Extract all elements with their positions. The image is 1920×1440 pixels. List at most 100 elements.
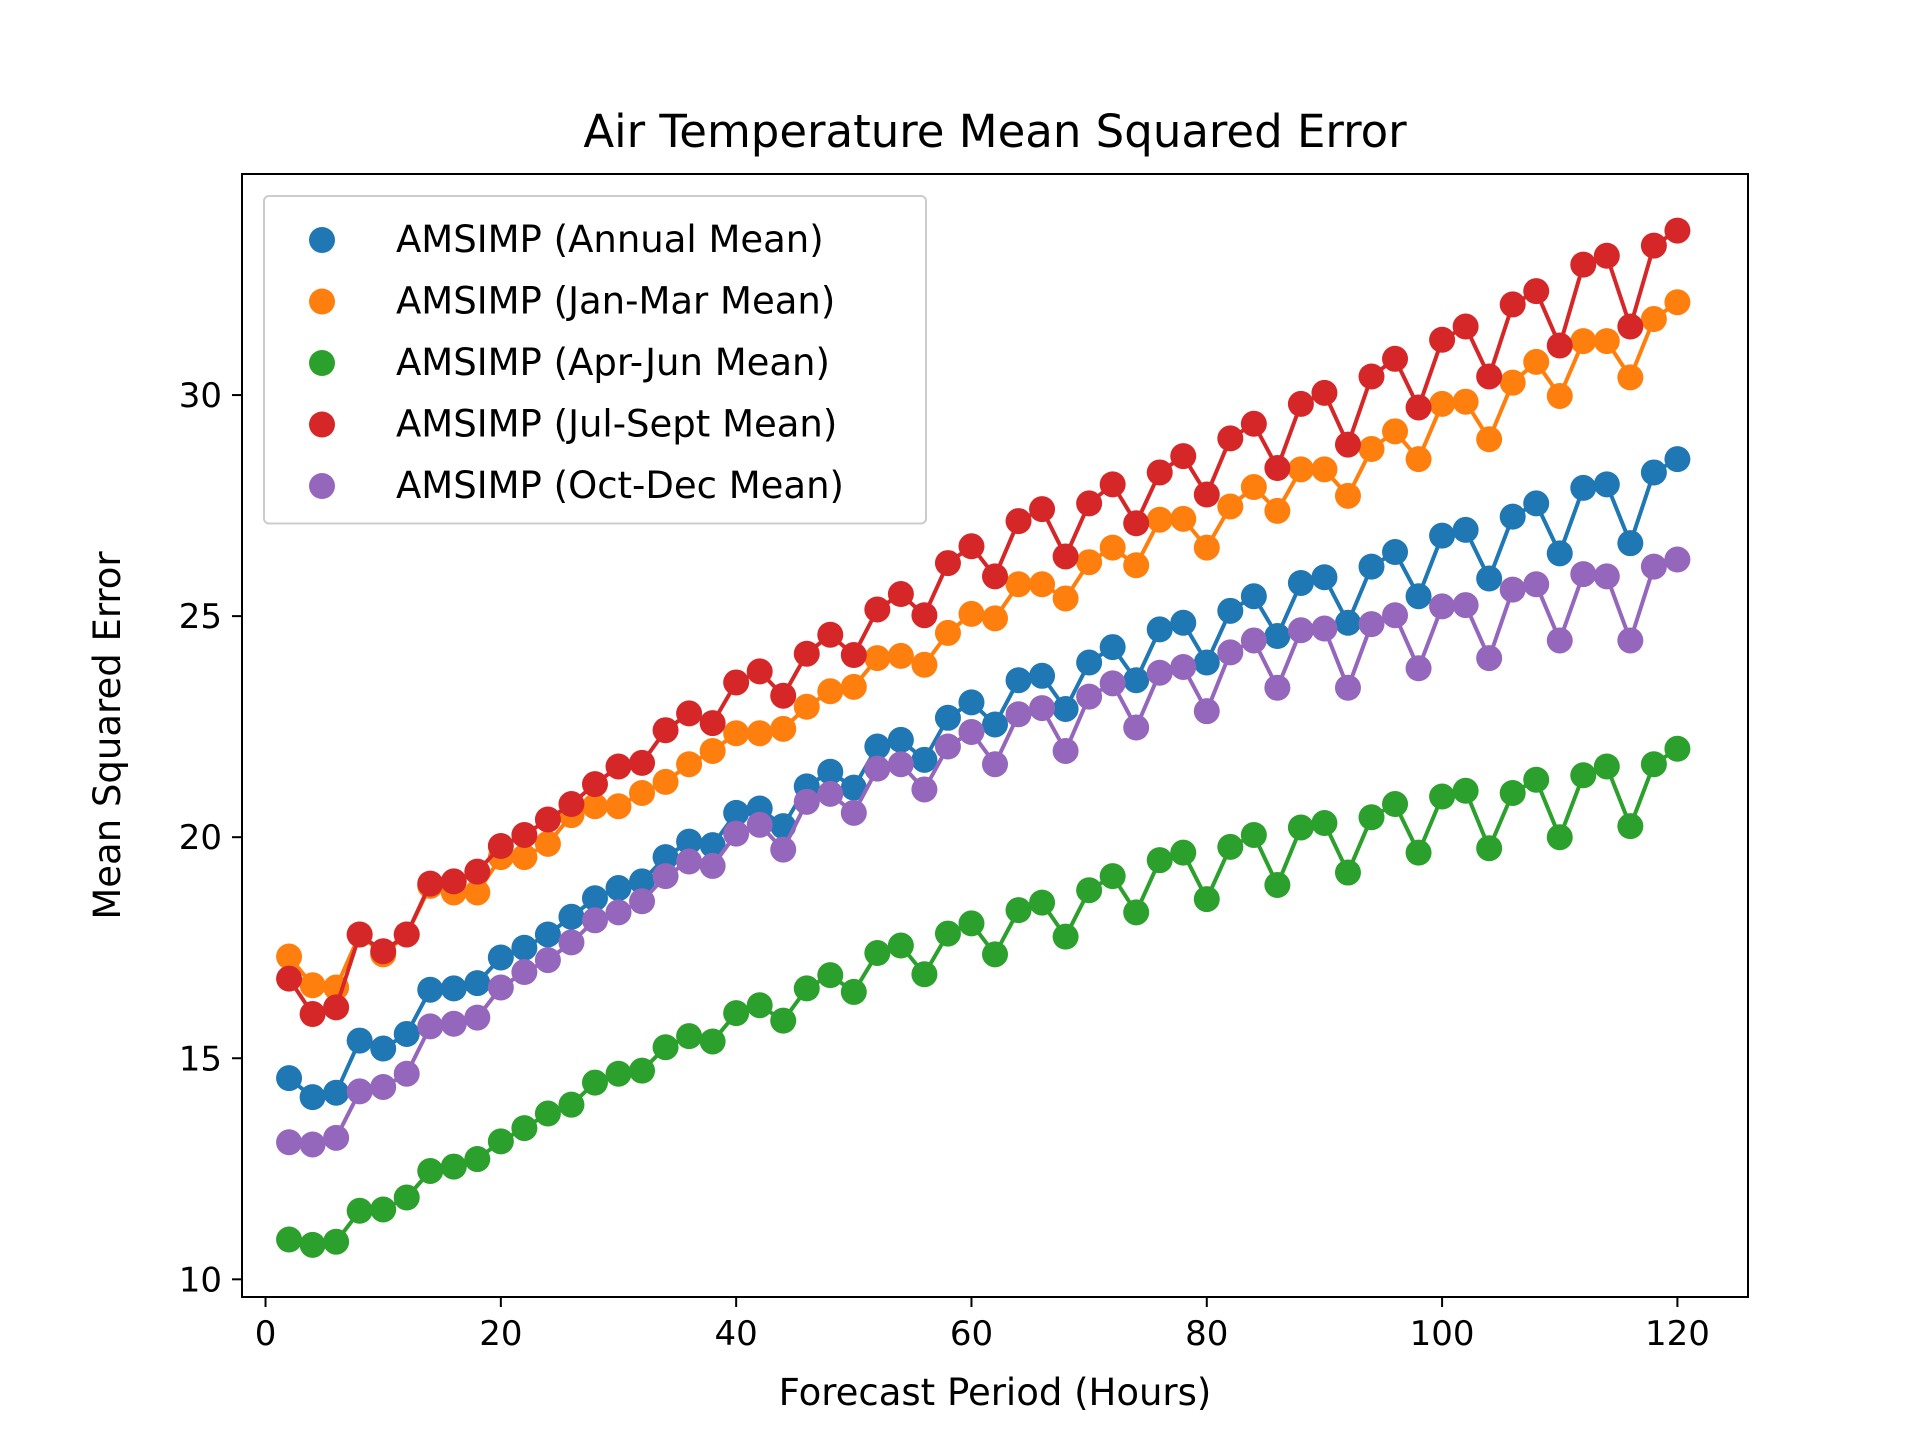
data-point	[1334, 609, 1361, 636]
data-point	[840, 978, 867, 1005]
data-point	[911, 651, 938, 678]
data-point	[770, 1007, 797, 1034]
data-point	[1193, 886, 1220, 913]
data-point	[1664, 546, 1691, 573]
data-point	[817, 962, 844, 989]
x-tick-label: 0	[255, 1314, 277, 1354]
data-point	[676, 828, 703, 855]
data-point	[1264, 497, 1291, 524]
data-point	[1546, 824, 1573, 851]
plot-frame	[241, 173, 1749, 1298]
data-point	[511, 934, 538, 961]
data-point	[1076, 649, 1103, 676]
data-point	[1640, 459, 1667, 486]
data-point	[1146, 847, 1173, 874]
data-point	[1452, 592, 1479, 619]
legend-marker	[309, 411, 335, 438]
y-tick-label: 30	[179, 376, 222, 416]
data-point	[1452, 388, 1479, 415]
data-point	[982, 941, 1008, 968]
data-point	[911, 602, 938, 629]
data-point	[1123, 667, 1150, 694]
data-point	[511, 844, 538, 871]
data-point	[534, 947, 561, 974]
data-point	[1476, 835, 1503, 862]
data-point	[440, 1153, 467, 1180]
data-point	[1523, 278, 1550, 305]
data-point	[1664, 735, 1691, 762]
data-point	[629, 749, 656, 776]
data-point	[581, 793, 608, 820]
data-point	[1076, 549, 1103, 576]
data-point	[793, 788, 820, 815]
data-point	[1593, 471, 1620, 498]
data-point	[982, 751, 1008, 778]
series-5	[276, 546, 1691, 1158]
data-point	[1499, 779, 1526, 806]
data-point	[276, 943, 303, 970]
data-point	[840, 774, 867, 801]
legend-marker	[309, 227, 335, 253]
data-point	[1005, 667, 1032, 694]
data-point	[817, 621, 844, 648]
data-point	[1617, 813, 1644, 840]
data-point	[629, 868, 656, 895]
data-point	[323, 1079, 350, 1106]
data-point	[299, 972, 326, 999]
data-point	[746, 992, 773, 1019]
y-axis-title: Mean Squared Error	[86, 551, 129, 920]
data-point	[1217, 597, 1244, 624]
data-point	[464, 858, 491, 885]
data-point	[511, 1115, 538, 1142]
data-point	[1029, 571, 1056, 598]
data-point	[793, 975, 820, 1002]
data-point	[487, 833, 514, 860]
data-point	[417, 1013, 444, 1040]
data-point	[1382, 418, 1409, 445]
data-point	[1123, 510, 1150, 537]
data-point	[958, 689, 985, 716]
data-point	[534, 806, 561, 833]
data-point	[864, 755, 891, 782]
data-point	[1240, 410, 1267, 437]
data-point	[393, 1060, 420, 1087]
data-point	[1240, 474, 1267, 501]
data-point	[1334, 482, 1361, 509]
data-point	[840, 799, 867, 826]
data-point	[1240, 821, 1267, 848]
data-point	[770, 715, 797, 742]
data-point	[887, 642, 914, 669]
data-point	[1170, 653, 1197, 680]
data-point	[1287, 814, 1314, 841]
data-point	[1334, 674, 1361, 701]
data-point	[1123, 552, 1150, 579]
data-point	[1523, 571, 1550, 598]
legend-marker	[309, 473, 335, 499]
data-point	[1217, 833, 1244, 860]
series-layer	[276, 217, 1691, 1258]
data-point	[793, 693, 820, 720]
data-point	[1193, 534, 1220, 561]
series-4	[276, 217, 1691, 1028]
data-point	[1405, 394, 1432, 421]
data-point	[1005, 897, 1032, 924]
data-point	[1499, 291, 1526, 318]
legend-label: AMSIMP (Oct-Dec Mean)	[396, 464, 844, 507]
legend-label: AMSIMP (Jul-Sept Mean)	[396, 403, 837, 446]
data-point	[1005, 508, 1032, 535]
data-point	[558, 1091, 585, 1118]
x-tick-label: 100	[1410, 1314, 1475, 1354]
data-point	[1523, 490, 1550, 517]
data-point	[1570, 328, 1597, 355]
data-point	[1546, 627, 1573, 654]
data-point	[1358, 363, 1385, 390]
data-point	[1358, 804, 1385, 831]
data-point	[581, 907, 608, 934]
data-point	[1052, 923, 1079, 950]
data-point	[1429, 783, 1456, 810]
data-point	[723, 799, 750, 826]
data-point	[652, 717, 679, 744]
data-point	[699, 737, 726, 764]
data-point	[676, 1023, 703, 1050]
data-point	[887, 932, 914, 959]
